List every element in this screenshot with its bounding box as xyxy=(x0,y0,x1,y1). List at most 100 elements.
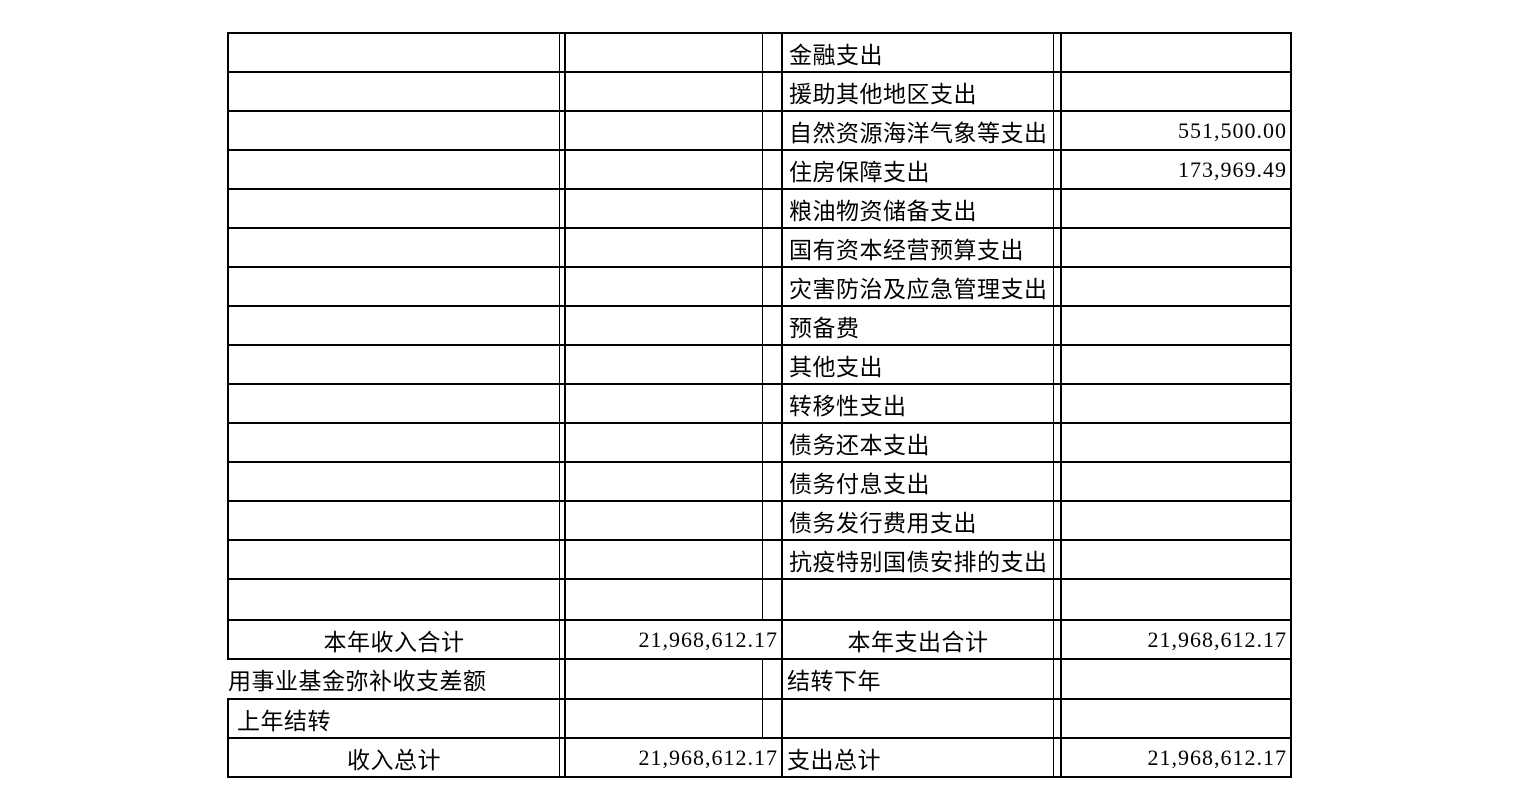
spacer-cell xyxy=(1054,73,1062,112)
table-row: 自然资源海洋气象等支出 551,500.00 xyxy=(227,112,1292,151)
spacer-cell xyxy=(763,73,783,112)
spacer-cell xyxy=(560,424,566,463)
expense-amount-cell xyxy=(1062,660,1292,700)
table-row: 其他支出 xyxy=(227,346,1292,385)
expense-item-cell: 预备费 xyxy=(783,307,1054,346)
table-row: 抗疫特别国债安排的支出 xyxy=(227,541,1292,580)
spacer-cell xyxy=(763,424,783,463)
expense-amount-cell xyxy=(1062,307,1292,346)
income-item-cell: 上年结转 xyxy=(227,700,560,739)
table-row: 用事业基金弥补收支差额 结转下年 xyxy=(227,660,1292,700)
spacer-cell xyxy=(1054,307,1062,346)
spacer-cell xyxy=(763,151,783,190)
table-row: 援助其他地区支出 xyxy=(227,73,1292,112)
expense-item-cell: 债务发行费用支出 xyxy=(783,502,1054,541)
spacer-cell xyxy=(763,307,783,346)
spacer-cell xyxy=(560,151,566,190)
income-expense-summary-table: 金融支出 援助其他地区支出 自然资源海洋气象等支出 551,500.00 住房保障支出 1… xyxy=(227,32,1292,778)
expense-item-cell: 支出总计 xyxy=(783,739,1054,778)
expense-item-cell: 援助其他地区支出 xyxy=(783,73,1054,112)
spacer-cell xyxy=(560,660,566,700)
spacer-cell xyxy=(560,502,566,541)
spacer-cell xyxy=(763,463,783,502)
table-row: 债务还本支出 xyxy=(227,424,1292,463)
spacer-cell xyxy=(1054,580,1062,621)
expense-amount-cell: 21,968,612.17 xyxy=(1062,739,1292,778)
spacer-cell xyxy=(763,541,783,580)
spacer-cell xyxy=(763,229,783,268)
income-item-cell xyxy=(227,346,560,385)
table-row xyxy=(227,580,1292,621)
spacer-cell xyxy=(560,190,566,229)
table-row: 债务发行费用支出 xyxy=(227,502,1292,541)
expense-amount-cell: 21,968,612.17 xyxy=(1062,621,1292,660)
spacer-cell xyxy=(763,700,783,739)
spacer-cell xyxy=(560,385,566,424)
income-amount-cell xyxy=(566,700,763,739)
table-row: 债务付息支出 xyxy=(227,463,1292,502)
expense-item-cell: 债务还本支出 xyxy=(783,424,1054,463)
expense-item-cell: 住房保障支出 xyxy=(783,151,1054,190)
table-row: 转移性支出 xyxy=(227,385,1292,424)
spacer-cell xyxy=(1054,229,1062,268)
income-amount-cell xyxy=(566,424,763,463)
spacer-cell xyxy=(560,307,566,346)
expense-amount-cell xyxy=(1062,268,1292,307)
expense-amount-cell: 551,500.00 xyxy=(1062,112,1292,151)
table-row: 上年结转 xyxy=(227,700,1292,739)
spacer-cell xyxy=(1054,660,1062,700)
expense-amount-cell xyxy=(1062,190,1292,229)
spacer-cell xyxy=(763,190,783,229)
expense-item-cell: 自然资源海洋气象等支出 xyxy=(783,112,1054,151)
income-amount-cell xyxy=(566,34,763,73)
income-amount-cell xyxy=(566,229,763,268)
spacer-cell xyxy=(1054,502,1062,541)
spacer-cell xyxy=(560,346,566,385)
income-amount-cell xyxy=(566,541,763,580)
expense-item-cell: 抗疫特别国债安排的支出 xyxy=(783,541,1054,580)
spacer-cell xyxy=(560,621,566,660)
income-amount-cell xyxy=(566,190,763,229)
income-amount-cell xyxy=(566,660,763,700)
income-item-cell xyxy=(227,502,560,541)
spacer-cell xyxy=(560,229,566,268)
spacer-cell xyxy=(1054,621,1062,660)
income-amount-cell xyxy=(566,385,763,424)
spacer-cell xyxy=(763,660,783,700)
expense-item-cell: 金融支出 xyxy=(783,34,1054,73)
income-amount-cell xyxy=(566,73,763,112)
table-row: 国有资本经营预算支出 xyxy=(227,229,1292,268)
table-row: 本年收入合计 21,968,612.17 本年支出合计 21,968,612.17 xyxy=(227,621,1292,660)
spacer-cell xyxy=(1054,34,1062,73)
table-row: 金融支出 xyxy=(227,34,1292,73)
spacer-cell xyxy=(1054,190,1062,229)
table-row: 粮油物资储备支出 xyxy=(227,190,1292,229)
income-amount-cell xyxy=(566,112,763,151)
income-amount-cell: 21,968,612.17 xyxy=(566,739,783,778)
spacer-cell xyxy=(763,112,783,151)
income-item-cell: 收入总计 xyxy=(227,739,560,778)
spacer-cell xyxy=(560,73,566,112)
expense-item-cell: 转移性支出 xyxy=(783,385,1054,424)
spacer-cell xyxy=(1054,463,1062,502)
spacer-cell xyxy=(560,268,566,307)
spacer-cell xyxy=(1054,700,1062,739)
income-item-cell xyxy=(227,424,560,463)
expense-item-cell xyxy=(783,580,1054,621)
spacer-cell xyxy=(1054,151,1062,190)
table-row: 住房保障支出 173,969.49 xyxy=(227,151,1292,190)
expense-amount-cell xyxy=(1062,229,1292,268)
income-item-cell xyxy=(227,268,560,307)
spacer-cell xyxy=(1054,424,1062,463)
income-item-cell xyxy=(227,34,560,73)
income-item-cell xyxy=(227,385,560,424)
expense-amount-cell xyxy=(1062,541,1292,580)
spacer-cell xyxy=(560,580,566,621)
income-item-cell xyxy=(227,541,560,580)
income-item-cell xyxy=(227,112,560,151)
expense-amount-cell: 173,969.49 xyxy=(1062,151,1292,190)
income-amount-cell xyxy=(566,580,763,621)
table-row: 灾害防治及应急管理支出 xyxy=(227,268,1292,307)
income-amount-cell: 21,968,612.17 xyxy=(566,621,783,660)
expense-item-cell: 国有资本经营预算支出 xyxy=(783,229,1054,268)
